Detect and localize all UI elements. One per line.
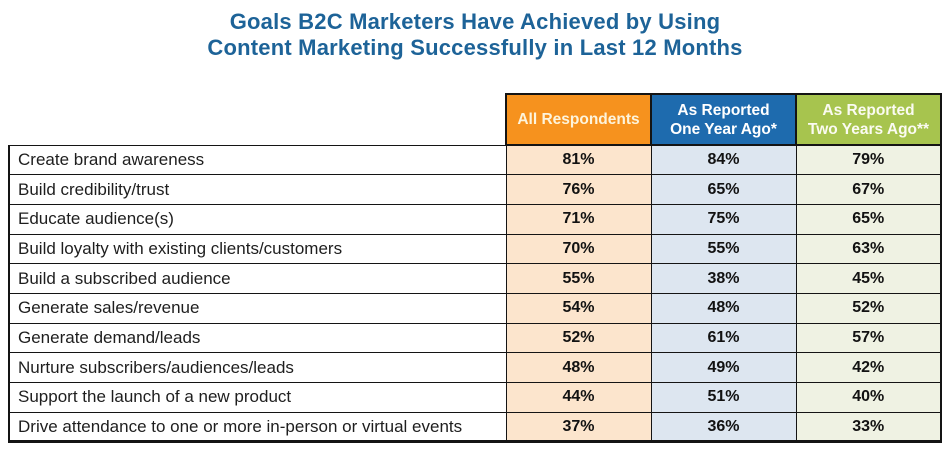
value-cell-all-respondents: 55%: [505, 263, 652, 294]
value-cell-all-respondents: 44%: [505, 382, 652, 413]
header-spacer-cell: [9, 94, 506, 145]
header-two-years-ago: As Reported Two Years Ago**: [795, 93, 942, 146]
value-cell-one-year-ago: 65%: [650, 174, 797, 205]
table-row: Build credibility/trust 76% 65% 67%: [8, 174, 942, 205]
value-cell-two-years-ago: 33%: [795, 411, 942, 444]
value-cell-all-respondents: 76%: [505, 174, 652, 205]
page-title-line-2: Content Marketing Successfully in Last 1…: [207, 35, 743, 60]
value-cell-one-year-ago: 75%: [650, 203, 797, 235]
header-all-respondents: All Respondents: [505, 93, 652, 146]
goal-label: Nurture subscribers/audiences/leads: [8, 352, 507, 383]
goals-table: All Respondents As Reported One Year Ago…: [8, 93, 942, 444]
goal-label: Build a subscribed audience: [8, 263, 507, 294]
value-cell-two-years-ago: 40%: [795, 382, 942, 413]
table-row: Build loyalty with existing clients/cust…: [8, 233, 942, 265]
value-cell-one-year-ago: 49%: [650, 352, 797, 383]
goal-label: Drive attendance to one or more in-perso…: [8, 411, 507, 444]
table-row: Generate demand/leads 52% 61% 57%: [8, 322, 942, 354]
table-row: Educate audience(s) 71% 75% 65%: [8, 203, 942, 235]
value-cell-two-years-ago: 65%: [795, 203, 942, 235]
goal-label: Support the launch of a new product: [8, 382, 507, 413]
header-one-year-ago: As Reported One Year Ago*: [650, 93, 797, 146]
table-row: Generate sales/revenue 54% 48% 52%: [8, 292, 942, 324]
value-cell-one-year-ago: 84%: [650, 144, 797, 176]
goal-label: Generate demand/leads: [8, 322, 507, 354]
value-cell-one-year-ago: 48%: [650, 292, 797, 324]
value-cell-all-respondents: 81%: [505, 144, 652, 176]
page-title: Goals B2C Marketers Have Achieved by Usi…: [0, 9, 950, 61]
value-cell-two-years-ago: 67%: [795, 174, 942, 205]
value-cell-one-year-ago: 61%: [650, 322, 797, 354]
goal-label: Build credibility/trust: [8, 174, 507, 205]
value-cell-all-respondents: 48%: [505, 352, 652, 383]
goal-label: Build loyalty with existing clients/cust…: [8, 233, 507, 265]
value-cell-two-years-ago: 42%: [795, 352, 942, 383]
table-row: Create brand awareness 81% 84% 79%: [8, 144, 942, 176]
value-cell-one-year-ago: 38%: [650, 263, 797, 294]
goal-label: Educate audience(s): [8, 203, 507, 235]
value-cell-all-respondents: 54%: [505, 292, 652, 324]
table-row: Build a subscribed audience 55% 38% 45%: [8, 263, 942, 294]
goal-label: Generate sales/revenue: [8, 292, 507, 324]
table-row: Support the launch of a new product 44% 51…: [8, 382, 942, 413]
page-title-line-1: Goals B2C Marketers Have Achieved by Usi…: [229, 9, 721, 34]
goal-label: Create brand awareness: [8, 144, 507, 176]
value-cell-all-respondents: 52%: [505, 322, 652, 354]
table-row: Drive attendance to one or more in-perso…: [8, 411, 942, 444]
value-cell-two-years-ago: 57%: [795, 322, 942, 354]
value-cell-two-years-ago: 79%: [795, 144, 942, 176]
table-row: Nurture subscribers/audiences/leads 48% 49…: [8, 352, 942, 383]
value-cell-two-years-ago: 63%: [795, 233, 942, 265]
value-cell-two-years-ago: 52%: [795, 292, 942, 324]
value-cell-one-year-ago: 55%: [650, 233, 797, 265]
value-cell-one-year-ago: 36%: [650, 411, 797, 444]
value-cell-all-respondents: 37%: [505, 411, 652, 444]
value-cell-all-respondents: 70%: [505, 233, 652, 265]
value-cell-one-year-ago: 51%: [650, 382, 797, 413]
table-header-row: All Respondents As Reported One Year Ago…: [9, 93, 942, 146]
value-cell-all-respondents: 71%: [505, 203, 652, 235]
table-body: Create brand awareness 81% 84% 79% Build cre…: [8, 144, 942, 444]
value-cell-two-years-ago: 45%: [795, 263, 942, 294]
